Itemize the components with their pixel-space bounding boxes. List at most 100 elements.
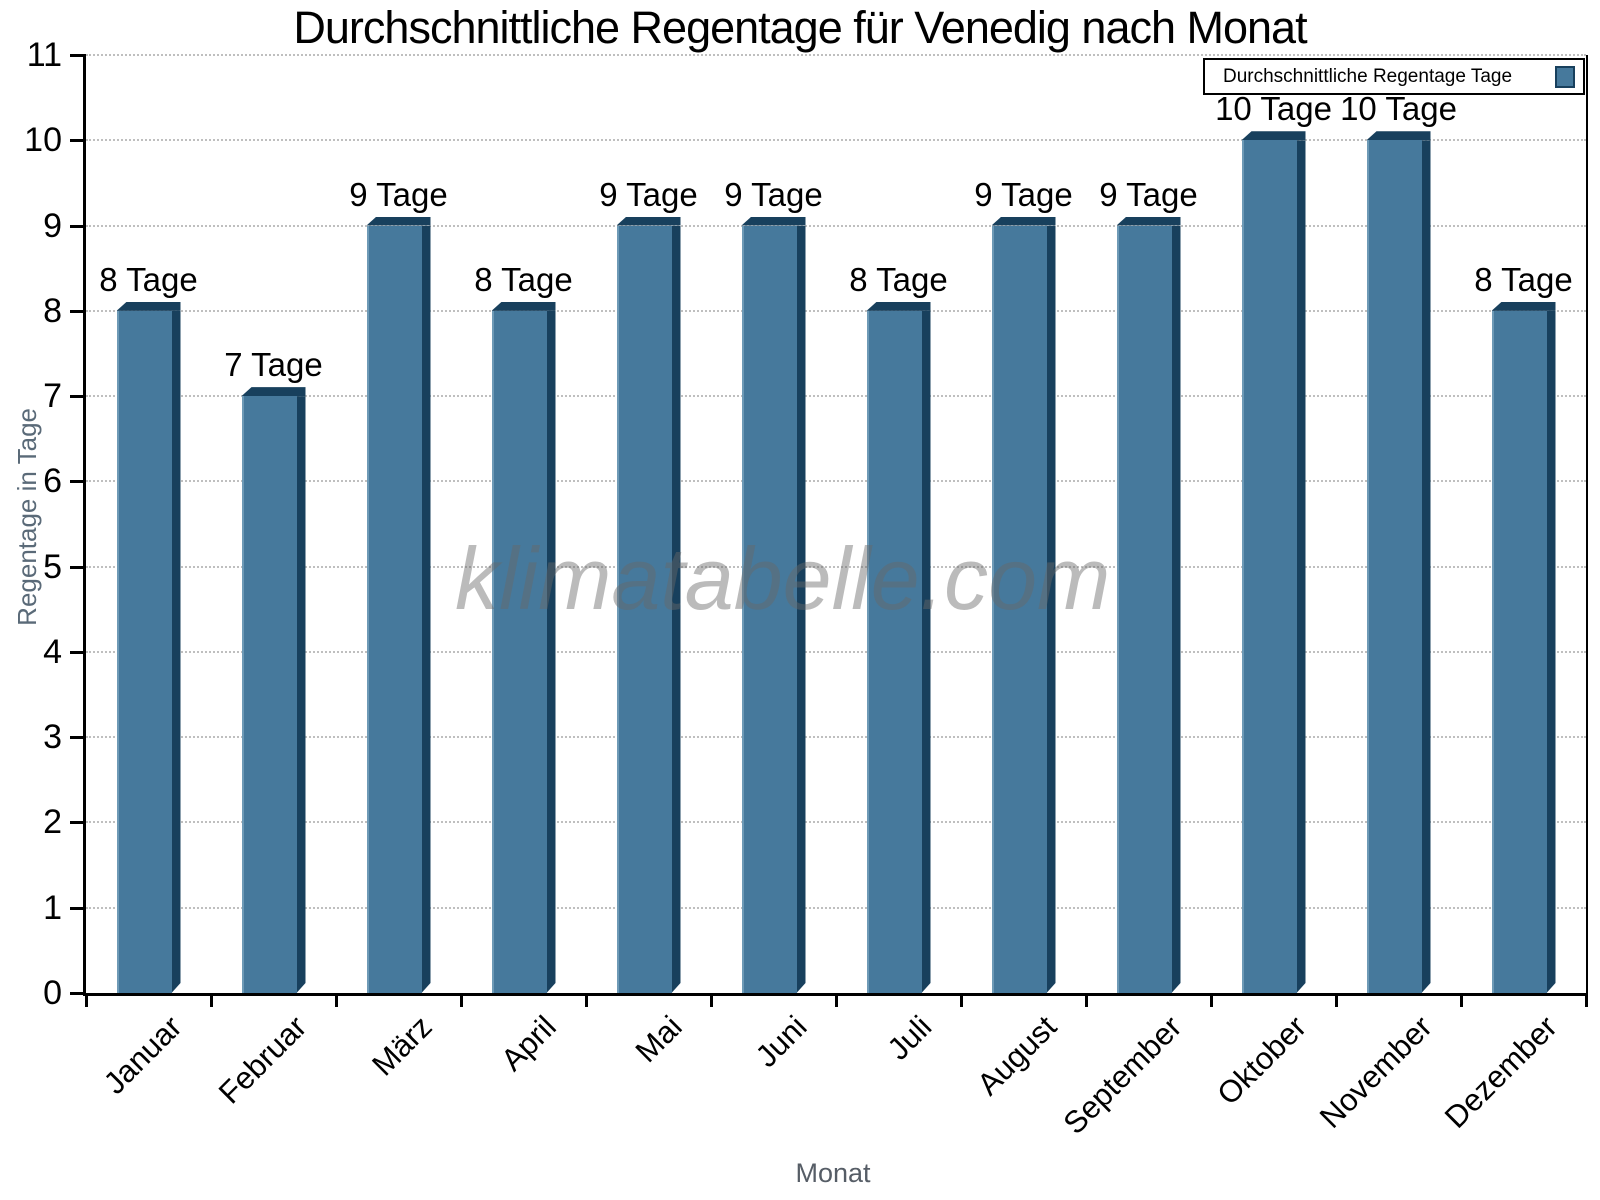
bar-side-shade (1422, 140, 1431, 993)
x-axis-month-label: August (970, 1009, 1064, 1102)
bar-top-shade (991, 216, 1056, 226)
bar-side-shade (547, 311, 556, 993)
bar-value-label: 8 Tage (1474, 260, 1573, 298)
bar (991, 216, 1056, 993)
bar-face (241, 396, 297, 993)
bar-top-shade (366, 216, 431, 226)
bar-side-shade (672, 226, 681, 993)
bar-side-shade (1172, 226, 1181, 993)
bar-face (366, 225, 422, 993)
x-axis-tick (85, 993, 88, 1007)
bar-value-label: 8 Tage (849, 260, 948, 298)
gridline (86, 480, 1586, 483)
legend: Durchschnittliche Regentage Tage (1203, 58, 1585, 95)
gridline (86, 309, 1586, 312)
bar-face (616, 225, 672, 993)
bar-value-label: 9 Tage (974, 175, 1073, 213)
x-axis-month-label: Juli (880, 1009, 939, 1067)
x-axis-tick (1210, 993, 1213, 1007)
bar (491, 301, 556, 993)
y-axis-tick (70, 650, 86, 654)
bar-value-label: 8 Tage (474, 260, 573, 298)
bar-face (991, 225, 1047, 993)
gridline (86, 224, 1586, 227)
bar-value-label: 10 Tage (1215, 90, 1332, 128)
bar-side-shade (922, 311, 931, 993)
x-axis-month-label: Dezember (1437, 1009, 1564, 1135)
bar-top-shade (616, 216, 681, 226)
y-axis-title: Regentage in Tage (12, 408, 42, 626)
x-axis-month-label: Mai (628, 1009, 689, 1070)
bar (241, 387, 306, 993)
bar-side-shade (1547, 311, 1556, 993)
x-axis-tick (335, 993, 338, 1007)
bar-face (1241, 140, 1297, 993)
bar (116, 301, 181, 993)
y-axis-tick (70, 309, 86, 313)
y-axis-tick-label: 5 (43, 547, 62, 586)
x-axis-tick (960, 993, 963, 1007)
x-axis-month-label: Juni (748, 1009, 814, 1074)
bar-top-shade (1116, 216, 1181, 226)
bar (366, 216, 431, 993)
x-axis-tick (1335, 993, 1338, 1007)
gridline (86, 139, 1586, 142)
bar-top-shade (1366, 131, 1431, 141)
bar-top-shade (741, 216, 806, 226)
bar-top-shade (241, 387, 306, 397)
legend-series-label: Durchschnittliche Regentage Tage (1223, 65, 1513, 87)
bar-value-label: 9 Tage (724, 175, 823, 213)
bar-face (741, 225, 797, 993)
bar-face (1366, 140, 1422, 993)
y-axis-tick-label: 6 (43, 462, 62, 501)
y-axis-tick (70, 821, 86, 825)
y-axis-tick-label: 1 (43, 888, 62, 927)
x-axis-month-label: September (1056, 1009, 1189, 1141)
x-axis-month-label: Januar (96, 1009, 189, 1101)
bar-value-label: 9 Tage (599, 175, 698, 213)
bar-face (116, 310, 172, 993)
y-axis-tick (70, 139, 86, 143)
y-axis-tick (70, 736, 86, 740)
bar-face (1116, 225, 1172, 993)
bar-value-label: 10 Tage (1340, 90, 1457, 128)
y-axis-tick-label: 2 (43, 803, 62, 842)
bar-top-shade (866, 301, 931, 311)
bar-top-shade (1241, 131, 1306, 141)
bar (1366, 131, 1431, 993)
x-axis-month-label: November (1312, 1009, 1439, 1135)
gridline (86, 906, 1586, 909)
bar-side-shade (1047, 226, 1056, 993)
y-axis-tick (70, 565, 86, 569)
x-axis-month-label: Februar (211, 1009, 314, 1111)
x-axis-tick (710, 993, 713, 1007)
bar-value-label: 8 Tage (99, 260, 198, 298)
x-axis-tick (1585, 993, 1588, 1007)
y-axis-tick-label: 11 (26, 36, 62, 74)
bar-top-shade (491, 301, 556, 311)
bar (1491, 301, 1556, 993)
gridline (86, 650, 1586, 653)
x-axis-month-label: April (494, 1009, 564, 1078)
bar (866, 301, 931, 993)
y-axis-tick (70, 992, 86, 995)
plot-area: 0 1 2 3 4 5 6 7 8 9 10 11 8 Tage 7 Tage 9 Tage 8 Tage 9 … (24, 37, 1588, 1141)
y-axis-tick (70, 480, 86, 484)
bar-face (1491, 310, 1547, 993)
bar-top-shade (116, 301, 181, 311)
bar (741, 216, 806, 993)
chart-title: Durchschnittliche Regentage für Venedig … (293, 2, 1307, 53)
y-axis-tick-label: 3 (43, 718, 62, 757)
bar-top-shade (1491, 301, 1556, 311)
y-axis-tick-label: 7 (43, 377, 62, 416)
bar-side-shade (297, 396, 306, 993)
bar-face (866, 310, 922, 993)
x-axis-tick (585, 993, 588, 1007)
x-axis-month-label: März (364, 1009, 439, 1083)
x-axis-tick (1085, 993, 1088, 1007)
y-axis-tick (70, 906, 86, 910)
legend-swatch-icon (1555, 65, 1575, 88)
bar (616, 216, 681, 993)
gridline (86, 54, 1586, 57)
